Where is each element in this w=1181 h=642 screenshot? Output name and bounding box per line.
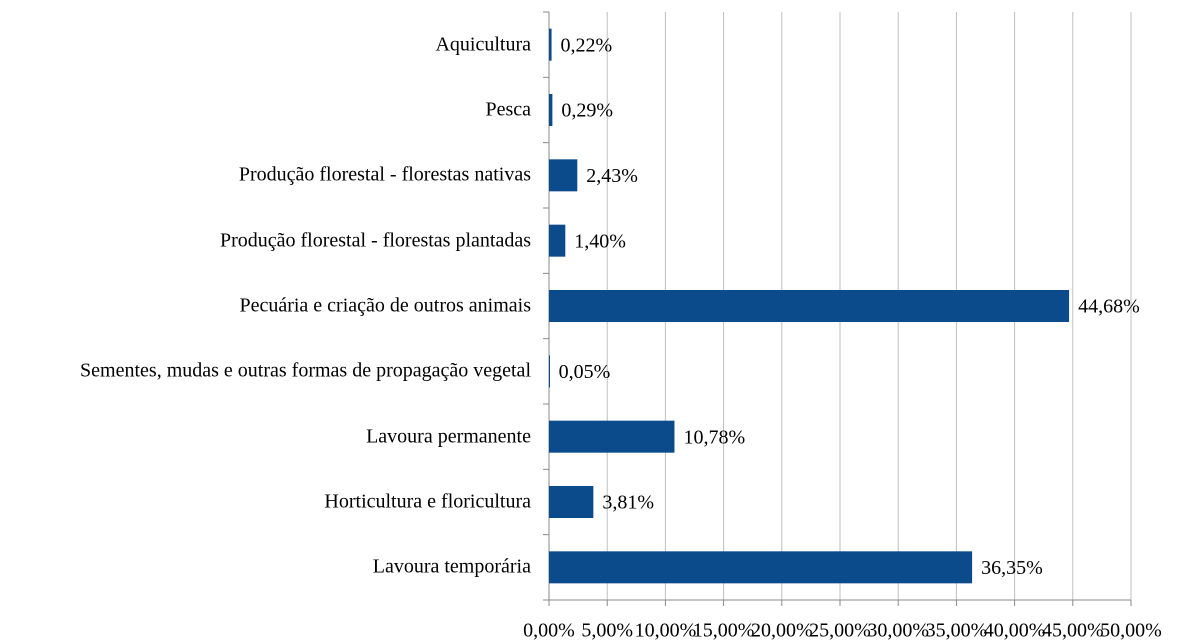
- bar: [549, 224, 566, 257]
- category-label: Sementes, mudas e outras formas de propa…: [80, 359, 531, 382]
- x-tick-label: 40,00%: [984, 620, 1046, 642]
- data-label: 10,78%: [683, 426, 745, 448]
- x-tick-label: 15,00%: [693, 620, 755, 642]
- data-label: 3,81%: [602, 492, 654, 514]
- category-label: Produção florestal - florestas plantadas: [219, 229, 531, 252]
- x-tick-label: 0,00%: [523, 620, 575, 642]
- x-tick-label: 50,00%: [1100, 620, 1162, 642]
- x-tick-label: 45,00%: [1042, 620, 1104, 642]
- category-label: Lavoura temporária: [372, 555, 531, 578]
- bar: [549, 159, 578, 192]
- x-tick-label: 25,00%: [809, 620, 871, 642]
- bar: [549, 355, 550, 388]
- data-label: 0,29%: [561, 100, 613, 122]
- data-label: 0,22%: [561, 34, 613, 56]
- bar: [549, 290, 1070, 322]
- category-label: Pesca: [485, 98, 531, 121]
- data-label: 2,43%: [586, 165, 638, 187]
- category-label: Aquicultura: [435, 33, 531, 56]
- x-tick-label: 20,00%: [751, 620, 813, 642]
- data-label: 44,68%: [1078, 296, 1140, 318]
- category-label: Lavoura permanente: [366, 425, 531, 448]
- category-label: Pecuária e criação de outros animais: [239, 294, 531, 317]
- bar: [549, 551, 973, 584]
- category-label: Produção florestal - florestas nativas: [238, 163, 531, 186]
- x-tick-label: 35,00%: [926, 620, 988, 642]
- x-tick-label: 5,00%: [581, 620, 633, 642]
- category-label: Horticultura e floricultura: [324, 490, 531, 513]
- bar: [549, 28, 552, 61]
- data-label: 1,40%: [574, 230, 626, 252]
- bar: [549, 420, 675, 453]
- bar: [549, 486, 594, 518]
- x-tick-label: 30,00%: [867, 620, 929, 642]
- data-label: 36,35%: [981, 557, 1043, 579]
- data-label: 0,05%: [559, 361, 611, 383]
- bar: [549, 94, 553, 126]
- x-tick-label: 10,00%: [635, 620, 697, 642]
